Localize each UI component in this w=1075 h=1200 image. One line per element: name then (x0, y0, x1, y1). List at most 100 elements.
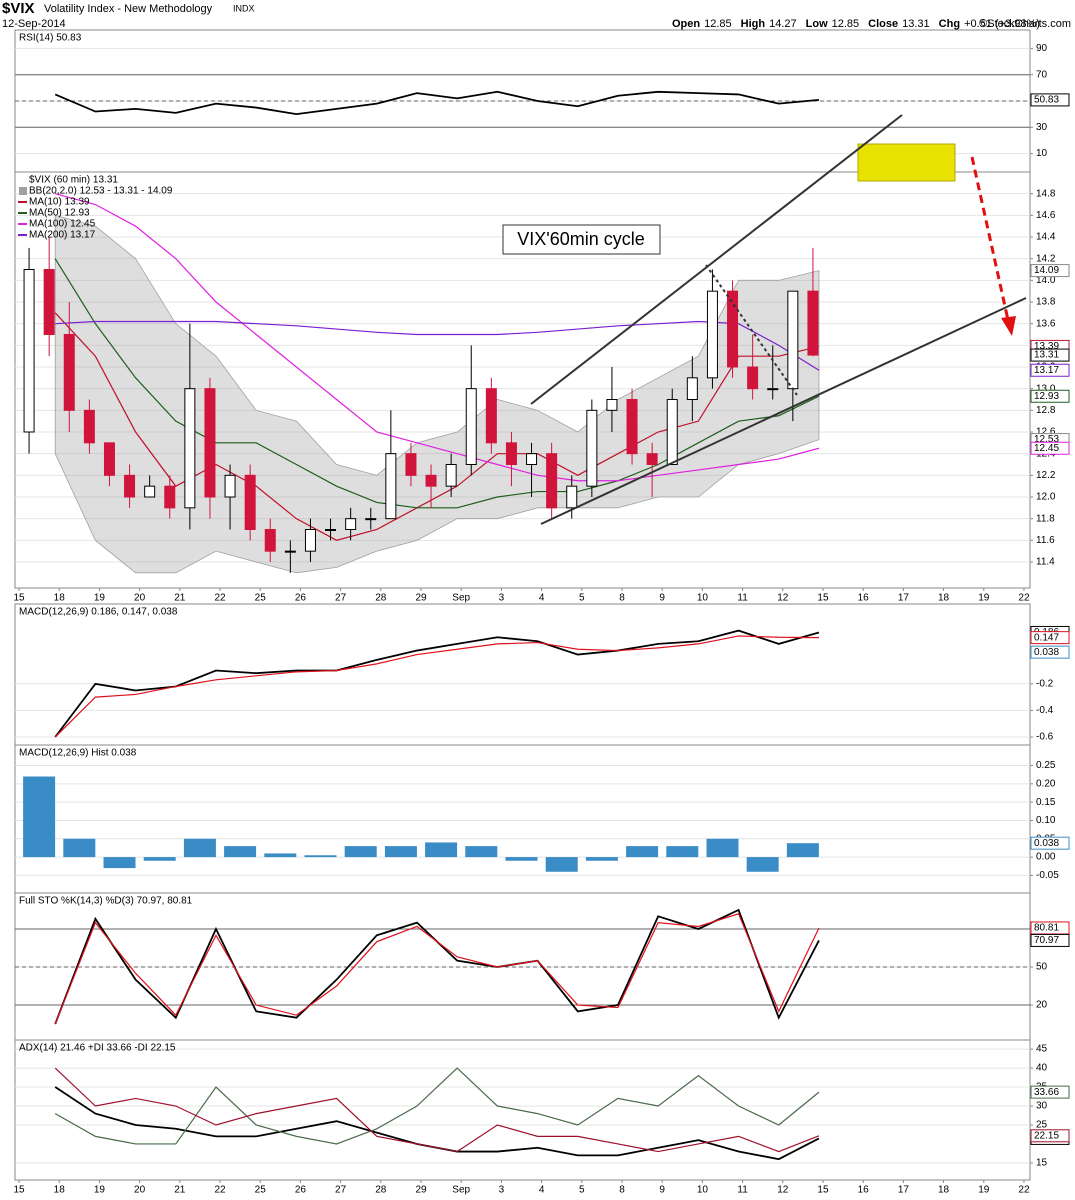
value-tag (1030, 264, 1070, 278)
quote: Open 12.85 High 14.27 Low 12.85 Close 13.31 Chg +… (672, 18, 1040, 30)
x-tick-label: Sep (452, 1185, 470, 1196)
value-tag-label: 14.09 (1034, 265, 1059, 276)
candle-body (144, 485, 156, 498)
y-tick-label: 12.0 (1036, 492, 1056, 503)
quote-label: Close (868, 18, 898, 30)
y-tick-label: 20 (1036, 1000, 1048, 1011)
candle-body (224, 474, 236, 498)
candle-body (385, 453, 397, 520)
value-tag (1030, 363, 1070, 377)
value-tag (1030, 933, 1070, 947)
y-tick-label: 0.00 (1036, 852, 1056, 863)
candle-body (103, 442, 115, 476)
y-tick-label: 0.10 (1036, 815, 1056, 826)
series-line (54, 312, 820, 541)
candle-body (63, 334, 75, 411)
bar (344, 846, 377, 858)
annotation: VIX'60min cycle (517, 229, 645, 249)
x-tick-label: 28 (375, 1185, 387, 1196)
legend-entry: MA(200) 13.17 (29, 230, 96, 241)
symbol: $VIX (2, 0, 35, 17)
bar (666, 846, 699, 858)
x-tick-label: 8 (619, 1185, 625, 1196)
bar (706, 838, 739, 858)
target-zone (857, 143, 956, 182)
candle-body (204, 388, 216, 498)
series-line (55, 320, 820, 371)
y-tick-label: 25 (1036, 1120, 1048, 1131)
y-tick-label: 14.6 (1036, 210, 1056, 221)
x-tick-label: 19 (94, 593, 106, 604)
candle-body (807, 290, 819, 356)
trend-line-dotted (705, 264, 798, 396)
value-tag-label: 70.97 (1034, 935, 1059, 946)
y-tick-label: 40 (1036, 1063, 1048, 1074)
value-tag-label: 12.53 (1034, 434, 1059, 445)
series-line (54, 635, 819, 738)
value-tag-label: 13.17 (1034, 365, 1059, 376)
value-tag (1030, 389, 1070, 403)
bar (23, 776, 56, 858)
x-tick-label: 11 (737, 593, 748, 604)
date: 12-Sep-2014 (2, 18, 66, 30)
series-line (54, 629, 820, 738)
x-tick-label: Sep (452, 593, 470, 604)
y-tick-label: 30 (1036, 1101, 1048, 1112)
x-tick-label: 25 (255, 1185, 267, 1196)
x-tick-label: 5 (579, 1185, 585, 1196)
quote-label: Low (806, 18, 828, 30)
x-tick-label: 4 (539, 593, 545, 604)
candle-body (747, 366, 759, 390)
x-tick-label: 18 (54, 593, 66, 604)
y-tick-label: 10 (1036, 148, 1048, 159)
x-tick-label: 18 (54, 1185, 66, 1196)
candle-body (83, 409, 95, 444)
instrument-name: Volatility Index - New Methodology (44, 3, 213, 15)
candle-body (646, 453, 658, 465)
candle-body (284, 550, 296, 553)
candle-body (727, 290, 739, 368)
bar (103, 857, 136, 869)
bar (505, 857, 538, 861)
value-tag-label: 0.038 (1034, 647, 1059, 658)
y-tick-label: 70 (1036, 69, 1048, 80)
value-tag (1030, 1085, 1070, 1099)
candle-body (345, 518, 357, 531)
candle-body (164, 485, 176, 509)
x-tick-label: 12 (777, 593, 789, 604)
candle-body (526, 453, 538, 465)
y-tick-label: 30 (1036, 122, 1048, 133)
y-tick-label: -0.2 (1036, 678, 1054, 689)
x-tick-label: 9 (659, 593, 665, 604)
y-tick-label: 90 (1036, 43, 1048, 54)
x-tick-label: 27 (335, 593, 347, 604)
credit: ©StockCharts.com (979, 18, 1071, 30)
value-tag-label: 0.147 (1034, 632, 1059, 643)
bar (746, 857, 779, 872)
x-tick-label: 26 (295, 593, 307, 604)
x-tick-label: 27 (335, 1185, 347, 1196)
value-tag (1030, 441, 1070, 455)
bar (786, 843, 819, 858)
bar (626, 846, 659, 858)
bar (384, 846, 417, 858)
y-tick-label: 45 (1036, 1044, 1048, 1055)
x-tick-label: 5 (579, 593, 585, 604)
value-tag-label: 80.81 (1034, 923, 1059, 934)
x-tick-label: 21 (174, 593, 186, 604)
bar (465, 846, 498, 858)
candle-body (666, 399, 678, 465)
quote-label: High (741, 18, 766, 30)
value-tag-label: 12.93 (1034, 391, 1059, 402)
value-tag-label: 0.038 (1034, 838, 1059, 849)
x-tick-label: 15 (13, 593, 25, 604)
candle-body (405, 453, 417, 476)
candle-body (365, 518, 377, 521)
x-tick-label: 22 (1018, 1185, 1030, 1196)
candle-body (124, 474, 136, 498)
value-tag (1030, 836, 1070, 850)
x-tick-label: 11 (737, 1185, 748, 1196)
bar (143, 857, 176, 861)
